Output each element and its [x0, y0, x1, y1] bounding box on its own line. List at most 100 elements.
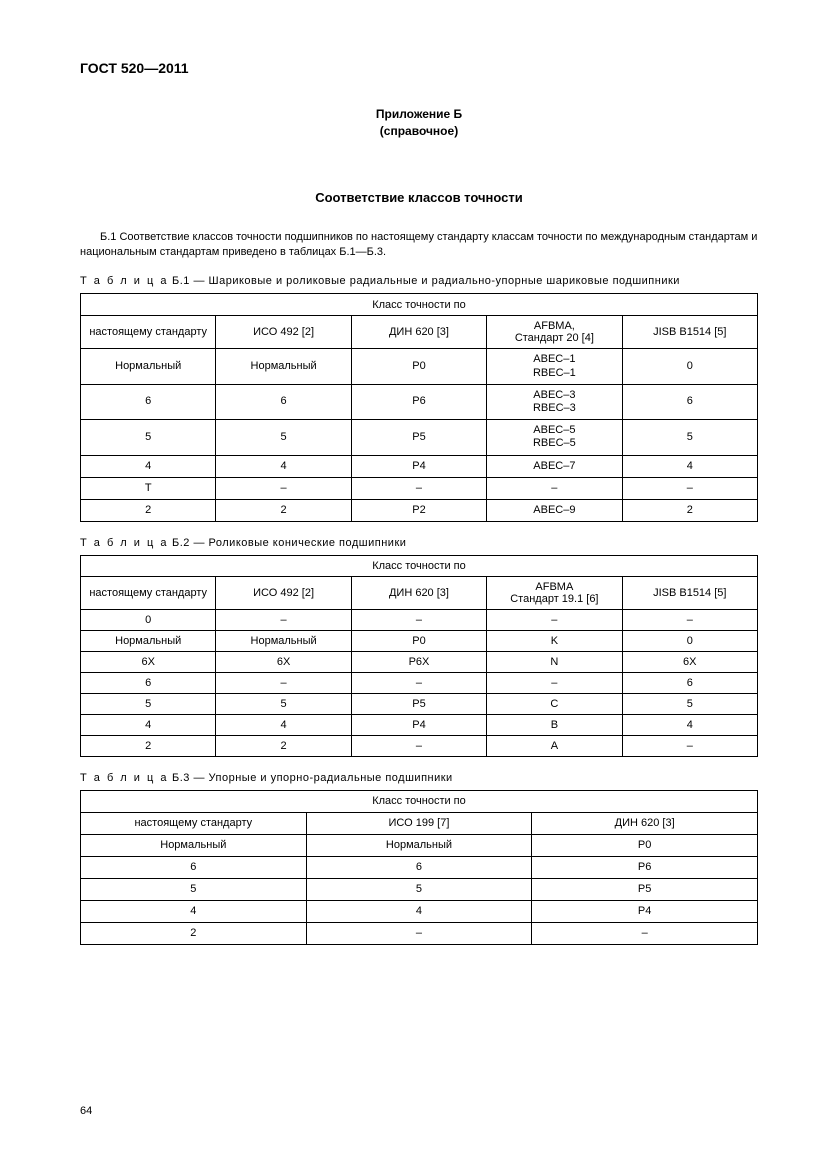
table-cell: P2: [351, 499, 486, 521]
table-cell: –: [351, 477, 486, 499]
table-cell: 5: [216, 420, 351, 455]
document-header: ГОСТ 520—2011: [80, 60, 758, 76]
table-cell: 6Х: [81, 651, 216, 672]
table-cell: 2: [81, 499, 216, 521]
table-cell: 5: [622, 420, 757, 455]
table-super-header: Класс точности по: [81, 555, 758, 576]
table-cell: P0: [351, 630, 486, 651]
table-cell: N: [487, 651, 622, 672]
table-cell: 4: [81, 714, 216, 735]
table-cell: –: [487, 609, 622, 630]
table-cell: –: [306, 922, 532, 944]
document-page: ГОСТ 520—2011 Приложение Б (справочное) …: [0, 0, 818, 1157]
table-cell: C: [487, 693, 622, 714]
table-column-header: ИСО 492 [2]: [216, 576, 351, 609]
table-cell: –: [216, 609, 351, 630]
table3: Класс точности понастоящему стандартуИСО…: [80, 790, 758, 945]
table-row: Класс точности по: [81, 555, 758, 576]
table-row: 66P6ABEC–3RBEC–36: [81, 384, 758, 419]
table-column-header: ИСО 492 [2]: [216, 316, 351, 349]
table-cell: B: [487, 714, 622, 735]
table-cell: 2: [81, 735, 216, 756]
table-row: НормальныйНормальныйP0ABEC–1RBEC–10: [81, 349, 758, 384]
table-cell: 4: [81, 455, 216, 477]
table-super-header: Класс точности по: [81, 294, 758, 316]
table-cell: 5: [216, 693, 351, 714]
table3-caption: Т а б л и ц а Б.3 — Упорные и упорно-рад…: [80, 772, 758, 784]
table-super-header: Класс точности по: [81, 790, 758, 812]
table-cell: P5: [351, 420, 486, 455]
table-cell: –: [622, 735, 757, 756]
table-cell: 0: [622, 630, 757, 651]
table-column-header: JISB B1514 [5]: [622, 576, 757, 609]
table-cell: 6: [81, 856, 307, 878]
table-cell: 5: [306, 878, 532, 900]
table-row: 55P5: [81, 878, 758, 900]
table-cell: 2: [81, 922, 307, 944]
table-row: настоящему стандартуИСО 492 [2]ДИН 620 […: [81, 576, 758, 609]
table-row: 6Х6ХP6XN6Х: [81, 651, 758, 672]
table3-caption-text: Б.3 — Упорные и упорно-радиальные подшип…: [172, 772, 453, 784]
table-cell: 4: [306, 900, 532, 922]
table-cell: P5: [532, 878, 758, 900]
table-cell: Нормальный: [216, 630, 351, 651]
table-cell: –: [532, 922, 758, 944]
table-cell: –: [351, 735, 486, 756]
table-cell: Нормальный: [306, 834, 532, 856]
table1-caption: Т а б л и ц а Б.1 — Шариковые и роликовы…: [80, 275, 758, 287]
table-cell: 4: [622, 455, 757, 477]
table-cell: Нормальный: [216, 349, 351, 384]
table-cell: 5: [81, 420, 216, 455]
table-cell: P6X: [351, 651, 486, 672]
page-number: 64: [80, 1105, 92, 1117]
table-cell: 4: [216, 714, 351, 735]
table-cell: 0: [622, 349, 757, 384]
table-cell: 2: [216, 499, 351, 521]
table-row: Класс точности по: [81, 790, 758, 812]
table-row: 22P2ABEC–92: [81, 499, 758, 521]
table-cell: Нормальный: [81, 630, 216, 651]
table-row: 0––––: [81, 609, 758, 630]
table-cell: 6: [216, 384, 351, 419]
main-title: Соответствие классов точности: [80, 190, 758, 205]
table-cell: –: [622, 609, 757, 630]
table-cell: 6: [81, 672, 216, 693]
table-row: 22–A–: [81, 735, 758, 756]
table-cell: 6Х: [622, 651, 757, 672]
table-cell: 5: [81, 693, 216, 714]
table-column-header: ИСО 199 [7]: [306, 812, 532, 834]
table-cell: A: [487, 735, 622, 756]
table-cell: 2: [622, 499, 757, 521]
table-cell: 5: [622, 693, 757, 714]
table-cell: P4: [351, 714, 486, 735]
table-cell: 6: [306, 856, 532, 878]
table-cell: P5: [351, 693, 486, 714]
table-column-header: настоящему стандарту: [81, 812, 307, 834]
table-column-header: ДИН 620 [3]: [532, 812, 758, 834]
table-column-header: ДИН 620 [3]: [351, 576, 486, 609]
table-cell: 0: [81, 609, 216, 630]
table-cell: 5: [81, 878, 307, 900]
table-cell: ABEC–3RBEC–3: [487, 384, 622, 419]
table-cell: Нормальный: [81, 349, 216, 384]
appendix-line1: Приложение Б: [376, 107, 462, 121]
table-row: 55P5ABEC–5RBEC–55: [81, 420, 758, 455]
table-column-header: настоящему стандарту: [81, 316, 216, 349]
table-row: 44P4B4: [81, 714, 758, 735]
appendix-title: Приложение Б (справочное): [80, 106, 758, 140]
table-cell: Нормальный: [81, 834, 307, 856]
table-row: настоящему стандартуИСО 199 [7]ДИН 620 […: [81, 812, 758, 834]
table1-caption-text: Б.1 — Шариковые и роликовые радиальные и…: [172, 275, 680, 287]
table-cell: –: [351, 609, 486, 630]
table-cell: 6Х: [216, 651, 351, 672]
table-cell: K: [487, 630, 622, 651]
table-row: НормальныйНормальныйP0K0: [81, 630, 758, 651]
table2: Класс точности понастоящему стандартуИСО…: [80, 555, 758, 757]
table-cell: ABEC–1RBEC–1: [487, 349, 622, 384]
table-row: 2––: [81, 922, 758, 944]
table-cell: P4: [351, 455, 486, 477]
table-cell: 6: [622, 672, 757, 693]
table-column-header: AFBMA,Стандарт 20 [4]: [487, 316, 622, 349]
table-column-header: AFBMAСтандарт 19.1 [6]: [487, 576, 622, 609]
table-cell: P6: [532, 856, 758, 878]
